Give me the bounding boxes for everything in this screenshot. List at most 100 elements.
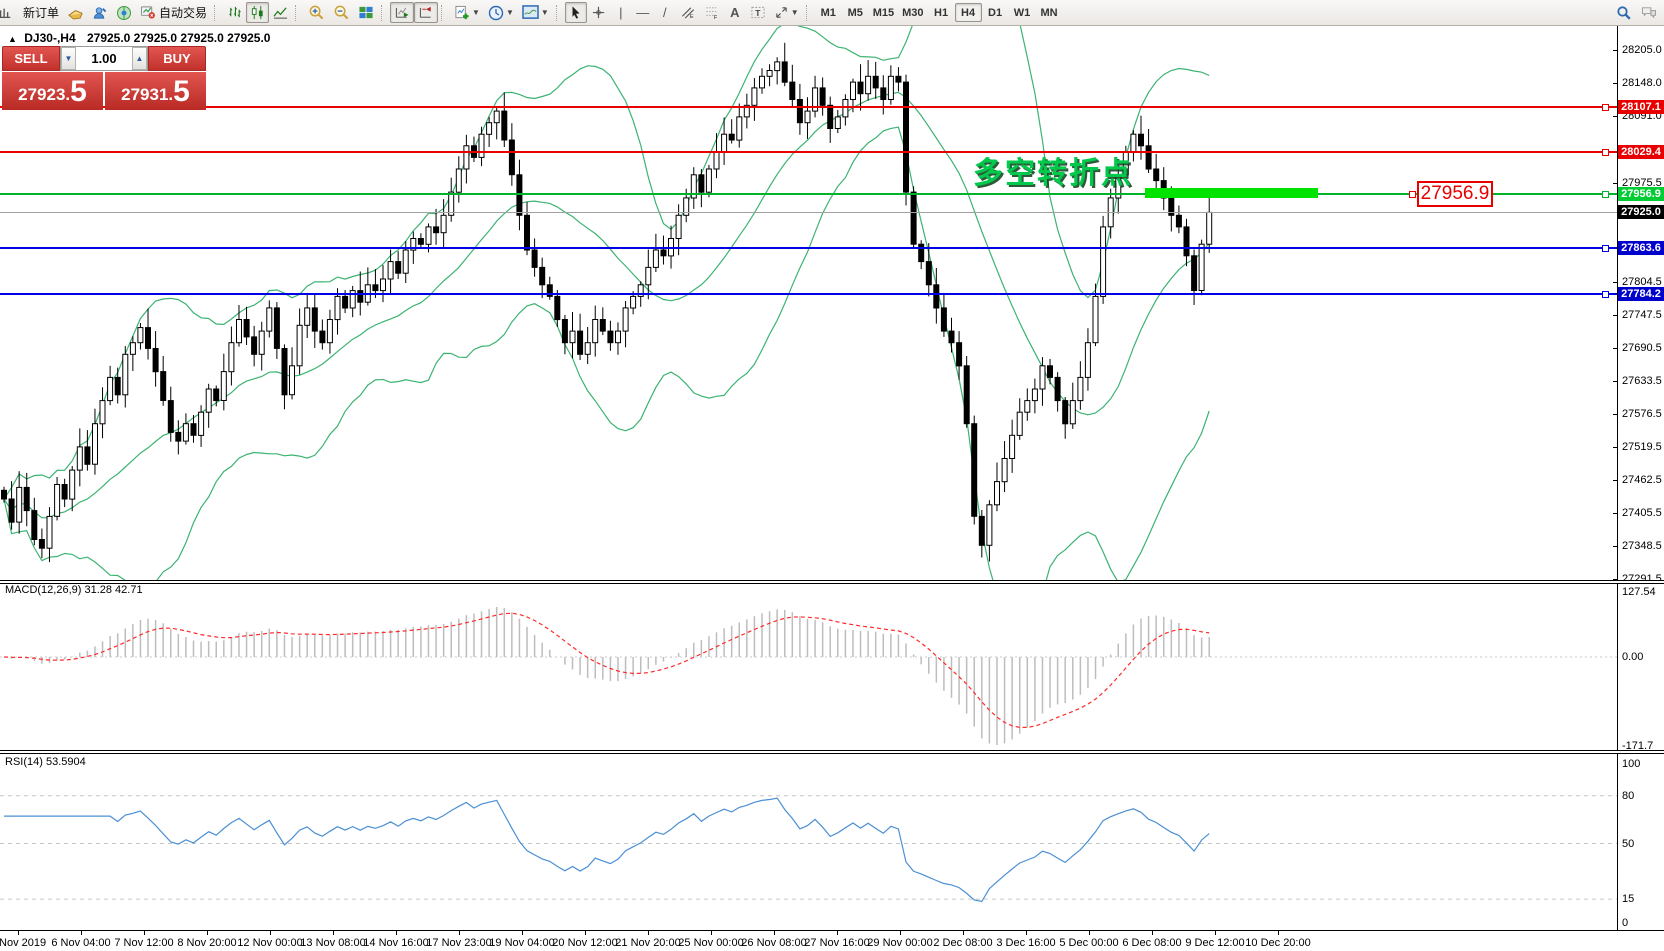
tab-mn[interactable]: MN: [1040, 6, 1058, 19]
chat-icon[interactable]: [1636, 2, 1662, 23]
panel-separator-rsi[interactable]: [0, 750, 1664, 754]
symbol-period-label: DJ30-,H4: [24, 31, 76, 45]
rsi-axis-label: 80: [1622, 790, 1635, 802]
price-axis-tick: [1613, 116, 1617, 117]
tab-m1[interactable]: M1: [820, 6, 836, 19]
buy-price[interactable]: 27931 . 5: [105, 72, 206, 110]
time-axis-tick: [774, 931, 775, 935]
time-axis-border: [0, 930, 1664, 931]
volume-value[interactable]: 1.00: [91, 51, 117, 66]
auto-scroll-icon[interactable]: [390, 2, 415, 23]
chart-grid-icon[interactable]: [0, 2, 16, 23]
sell-price-frac: 5: [70, 75, 87, 108]
sell-button[interactable]: SELL: [2, 46, 60, 71]
trendline-icon[interactable]: /: [662, 5, 667, 20]
price-axis-label: 27747.5: [1622, 309, 1662, 321]
time-axis-label: 10 Dec 20:00: [1245, 937, 1311, 949]
fibonacci-icon[interactable]: F: [700, 2, 724, 23]
line-handle[interactable]: [1602, 104, 1609, 111]
time-axis-tick: [270, 931, 271, 935]
time-axis-tick: [900, 931, 901, 935]
toolbar-separator: [214, 4, 219, 21]
price-callout-handle[interactable]: [1409, 191, 1416, 198]
toolbar-separator: [381, 4, 386, 21]
volume-decrease-button[interactable]: ▼: [61, 47, 76, 70]
line-handle[interactable]: [1602, 149, 1609, 156]
macd-histogram: [10, 607, 1210, 745]
new-chart-icon[interactable]: ▼: [450, 2, 484, 23]
price-axis-tick: [1613, 513, 1617, 514]
dropdown-caret: ▼: [540, 8, 549, 17]
time-axis-tick: [648, 931, 649, 935]
sell-price-main: 27923: [18, 85, 66, 104]
search-icon[interactable]: [1612, 2, 1636, 23]
rsi-line: [4, 797, 1210, 903]
price-axis-tick: [1613, 381, 1617, 382]
new-order-button[interactable]: 新订单: [16, 2, 63, 23]
market-watch-icon[interactable]: [88, 2, 112, 23]
tab-d1[interactable]: D1: [988, 6, 1003, 19]
tab-w1[interactable]: W1: [1013, 6, 1031, 19]
horizontal-line-icon[interactable]: —: [636, 5, 650, 20]
vertical-line-icon[interactable]: |: [619, 5, 623, 20]
buy-price-frac: 5: [173, 75, 190, 108]
sell-price[interactable]: 27923 . 5: [2, 72, 103, 110]
price-axis-tick: [1613, 414, 1617, 415]
current-price-line[interactable]: [0, 212, 1617, 213]
tab-m30[interactable]: M30: [902, 6, 924, 19]
price-axis-label: 27633.5: [1622, 375, 1662, 387]
arrows-icon[interactable]: ▼: [770, 2, 803, 23]
periods-icon[interactable]: ▼: [484, 2, 518, 23]
price-axis-label: 27690.5: [1622, 342, 1662, 354]
macd-panel: [0, 607, 1617, 745]
candlestick-icon[interactable]: [246, 2, 270, 23]
tab-m5[interactable]: M5: [847, 6, 863, 19]
text-icon[interactable]: A: [730, 5, 740, 20]
line-handle[interactable]: [1602, 245, 1609, 252]
price-axis-border: [1617, 26, 1618, 931]
green-highlight-bar[interactable]: [1145, 188, 1318, 198]
time-axis-label: 4 Nov 2019: [0, 937, 47, 949]
tab-h4[interactable]: H4: [954, 3, 982, 22]
level-line-27863.6[interactable]: [0, 245, 1617, 252]
signals-icon[interactable]: [112, 2, 136, 23]
tab-m15[interactable]: M15: [872, 6, 895, 19]
cursor-icon[interactable]: [564, 2, 587, 23]
line-handle[interactable]: [1602, 291, 1609, 298]
line-handle[interactable]: [1602, 191, 1609, 198]
level-line-27784.2[interactable]: [0, 291, 1617, 298]
buy-button[interactable]: BUY: [148, 46, 206, 71]
text-label-icon[interactable]: T: [746, 2, 770, 23]
tile-windows-icon[interactable]: [354, 2, 378, 23]
chart-shift-icon[interactable]: [414, 2, 439, 23]
time-axis-label: 6 Dec 08:00: [1122, 937, 1182, 949]
price-callout-box[interactable]: 27956.9: [1417, 181, 1493, 207]
time-axis-label: 7 Nov 12:00: [114, 937, 174, 949]
profiles-icon[interactable]: [63, 2, 88, 23]
panel-separator-macd[interactable]: [0, 580, 1664, 584]
level-line-28029.4[interactable]: [0, 149, 1617, 156]
templates-icon[interactable]: ▼: [518, 2, 553, 23]
equidistant-channel-icon[interactable]: E: [676, 2, 700, 23]
price-axis-label: 27576.5: [1622, 408, 1662, 420]
time-axis-label: 21 Nov 20:00: [615, 937, 681, 949]
zoom-out-icon[interactable]: [329, 2, 354, 23]
toolbar-separator: [805, 4, 811, 21]
level-line-27956.9[interactable]: [0, 191, 1617, 198]
macd-axis-max: 127.54: [1622, 586, 1656, 598]
line-chart-icon[interactable]: [269, 2, 292, 23]
svg-text:E: E: [690, 14, 694, 20]
time-axis-tick: [711, 931, 712, 935]
level-line-28107.1[interactable]: [0, 104, 1617, 111]
zoom-in-icon[interactable]: [304, 2, 329, 23]
time-axis-label: 3 Dec 16:00: [996, 937, 1056, 949]
chart-canvas[interactable]: [0, 26, 1664, 951]
bar-chart-icon[interactable]: [223, 2, 246, 23]
price-axis-label: 28148.0: [1622, 77, 1662, 89]
price-badge-27925.0: 27925.0: [1618, 205, 1664, 219]
tab-h1[interactable]: H1: [934, 6, 949, 19]
auto-trading-button[interactable]: 自动交易: [136, 2, 211, 23]
crosshair-icon[interactable]: [587, 2, 610, 23]
main-price-panel: [1, 26, 1213, 581]
volume-increase-button[interactable]: ▲: [132, 47, 147, 70]
